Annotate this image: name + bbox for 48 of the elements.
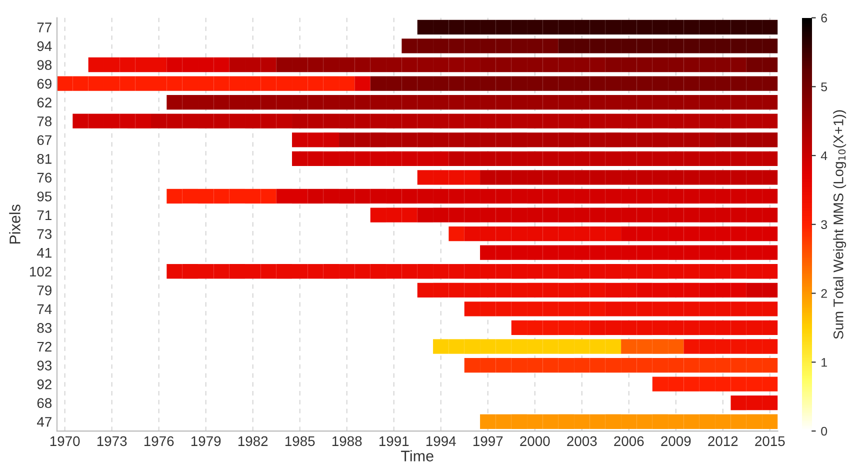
x-tick-label: 1988 [332,436,362,446]
y-tick-label: 72 [37,342,52,352]
x-tick-label: 1979 [191,436,221,446]
x-tick-label: 1985 [285,436,315,446]
color-bar-label: 5 [821,82,828,92]
y-tick-label: 62 [37,98,52,108]
y-tick-label: 92 [37,379,52,390]
y-tick-label: 98 [37,60,52,70]
x-tick-label: 2012 [708,436,738,446]
y-tick-label: 77 [37,22,52,32]
x-tick-label: 1982 [238,436,268,446]
y-tick-label: 83 [37,323,52,333]
y-tick-label: 67 [37,135,52,146]
y-tick-label: 81 [37,154,52,164]
y-tick-label: 102 [30,266,52,277]
y-tick-label: 79 [37,285,52,296]
color-bar-label: 3 [821,220,828,230]
x-tick-label: 1994 [426,436,456,446]
color-bar-title: Sum Total Weight MMS (Log$_{10}$(X+1)) [833,110,846,339]
x-tick-label: 2009 [661,436,691,446]
color-bar-label: 6 [821,14,828,22]
y-tick-label: 93 [37,360,52,370]
color-bar-label: 1 [822,358,827,367]
color-bar-label: 0 [821,426,828,436]
y-tick-label: 71 [37,210,52,220]
y-tick-label: 41 [37,248,52,258]
y-tick-label: 73 [37,229,52,239]
color-bar-label: 4 [820,151,828,160]
y-tick-label: 76 [37,172,52,183]
y-tick-label: 68 [37,398,52,408]
y-axis-title: Pixels [9,204,20,244]
x-tick-label: 1997 [473,436,503,446]
x-tick-label: 1970 [50,436,80,446]
x-tick-label: 2003 [567,436,597,446]
x-tick-label: 2006 [614,436,644,446]
y-tick-label: 74 [37,304,52,314]
x-tick-label: 2015 [755,436,785,446]
x-axis-title: Time [401,450,434,462]
y-tick-label: 95 [37,192,52,202]
y-tick-label: 78 [37,116,52,126]
color-bar-label: 2 [821,289,827,298]
x-tick-label: 1991 [379,436,409,446]
x-tick-label: 2000 [520,436,550,446]
y-tick-label: 94 [37,41,52,52]
x-tick-label: 1973 [97,436,127,446]
y-tick-label: 69 [37,78,52,89]
x-tick-label: 1976 [144,436,174,446]
y-tick-label: 47 [37,417,52,427]
